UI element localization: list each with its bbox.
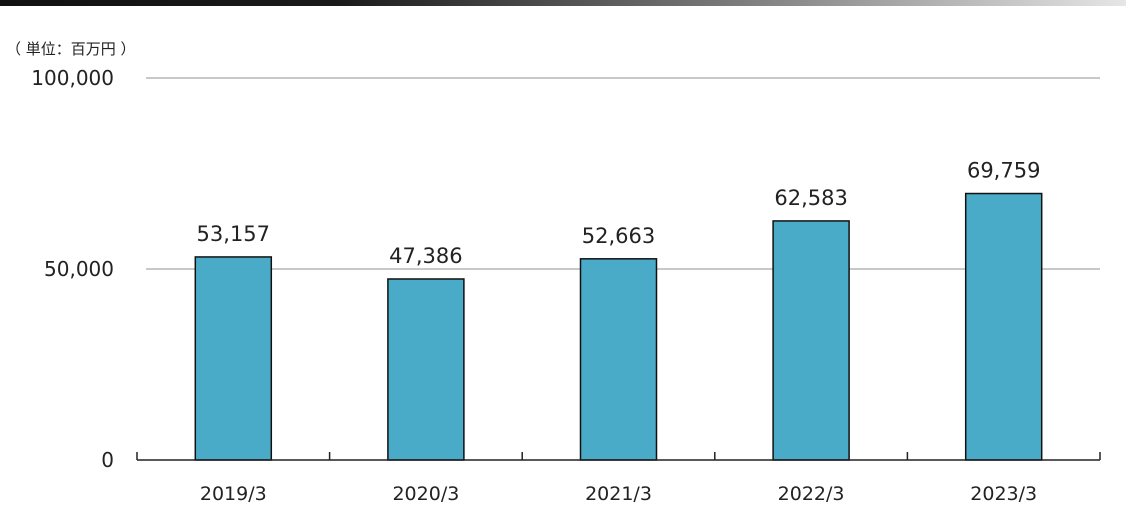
header-gradient-bar: [0, 0, 1126, 6]
bar-value-label: 53,157: [197, 222, 270, 246]
x-tick-label: 2022/3: [778, 483, 845, 505]
bar-value-label: 52,663: [582, 224, 655, 248]
bar-value-label: 69,759: [967, 159, 1040, 183]
bar-value-label: 47,386: [389, 244, 462, 268]
bar-value-label: 62,583: [774, 186, 847, 210]
unit-label: （ 単位：百万円 ）: [6, 40, 136, 58]
bar: [194, 256, 273, 461]
y-tick-label: 50,000: [44, 257, 114, 281]
bar: [387, 278, 465, 461]
bar: [772, 220, 850, 461]
bar: [964, 192, 1043, 461]
y-tick-label: 100,000: [31, 66, 114, 90]
x-tick-label: 2019/3: [200, 483, 267, 505]
y-tick-label: 0: [101, 448, 114, 472]
bar: [579, 258, 658, 461]
x-tick-label: 2020/3: [392, 483, 459, 505]
x-tick-label: 2021/3: [585, 483, 652, 505]
x-tick-label: 2023/3: [970, 483, 1037, 505]
